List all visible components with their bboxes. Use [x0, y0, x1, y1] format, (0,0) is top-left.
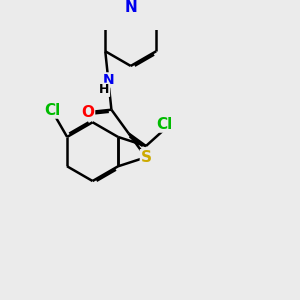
- Text: S: S: [140, 150, 152, 165]
- Text: O: O: [82, 105, 94, 120]
- Text: N: N: [103, 73, 114, 87]
- Text: N: N: [124, 0, 137, 15]
- Text: H: H: [99, 83, 110, 96]
- Text: Cl: Cl: [44, 103, 60, 118]
- Text: Cl: Cl: [156, 117, 172, 132]
